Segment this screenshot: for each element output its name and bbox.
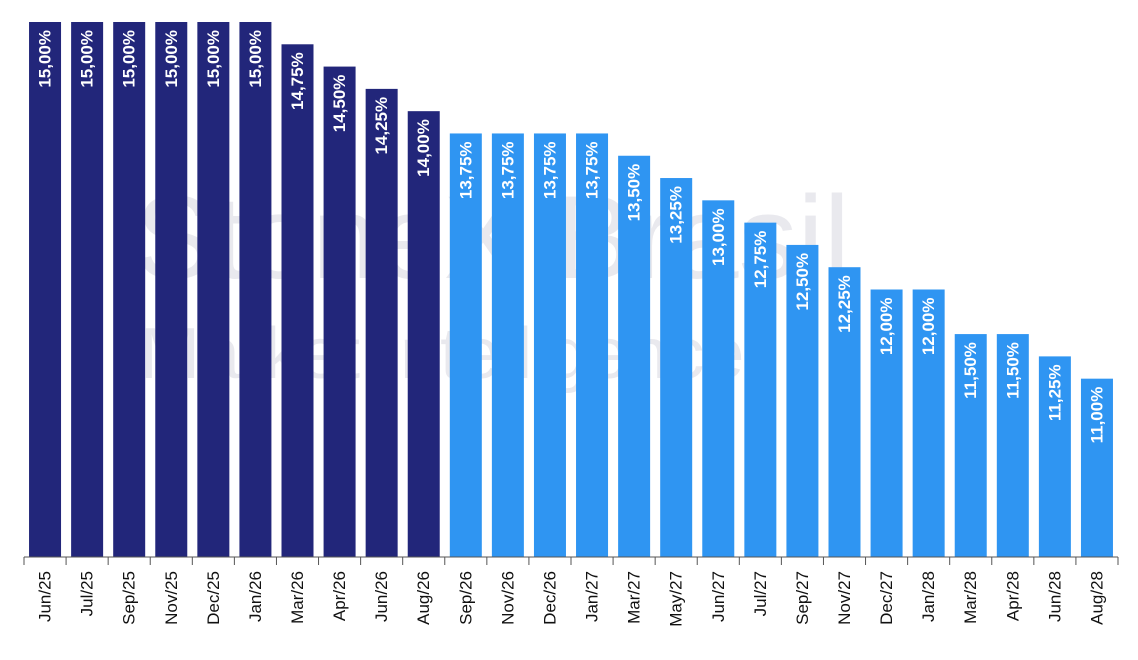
bar-mar-26 <box>281 44 314 558</box>
x-tick-label: Nov/25 <box>162 571 181 625</box>
bar-value-label: 12,00% <box>877 298 896 356</box>
bar-mar-28 <box>954 334 987 557</box>
x-tick-label: Jan/28 <box>919 571 938 622</box>
x-tick-label: Aug/26 <box>414 571 433 625</box>
bar-value-label: 15,00% <box>246 30 265 88</box>
bar-jan-28 <box>912 289 945 557</box>
x-tick-label: Nov/27 <box>835 571 854 625</box>
x-tick-label: Apr/26 <box>330 571 349 621</box>
x-tick-label: Sep/27 <box>793 571 812 625</box>
x-tick-label: Dec/25 <box>204 571 223 625</box>
x-ticks-group: Jun/25 Jul/25 Sep/25 Nov/25 Dec/25 Jan/26 Mar/… <box>23 557 1119 627</box>
x-tick-label: Nov/26 <box>498 571 517 625</box>
x-tick-label: Apr/28 <box>1003 571 1022 621</box>
bar-value-label: 14,25% <box>372 97 391 155</box>
bar-apr-26 <box>323 66 356 557</box>
x-tick-label: Sep/26 <box>456 571 475 625</box>
bar-sep-27 <box>786 244 819 558</box>
bar-jun-26 <box>365 88 398 558</box>
bar-nov-25 <box>155 22 188 557</box>
x-tick-label: May/27 <box>667 571 686 627</box>
bar-value-label: 12,75% <box>751 231 770 289</box>
bar-aug-28 <box>1080 378 1113 557</box>
x-tick-label: Aug/28 <box>1087 571 1106 625</box>
bar-jun-25 <box>29 22 62 557</box>
bar-value-label: 14,50% <box>330 75 349 133</box>
bar-nov-26 <box>491 133 524 557</box>
x-tick-label: Jan/26 <box>246 571 265 622</box>
x-tick-label: Jun/28 <box>1045 571 1064 622</box>
bar-jun-28 <box>1038 356 1071 558</box>
x-tick-label: Jul/25 <box>78 571 97 616</box>
bar-jul-25 <box>71 22 104 557</box>
bar-value-label: 12,50% <box>793 253 812 311</box>
x-tick-label: Jun/27 <box>709 571 728 622</box>
bar-value-label: 12,00% <box>919 298 938 356</box>
bar-value-label: 13,25% <box>667 186 686 244</box>
bar-value-label: 13,75% <box>498 141 517 199</box>
bar-jun-27 <box>702 200 735 557</box>
x-tick-label: Jul/27 <box>751 571 770 616</box>
bar-value-label: 14,00% <box>414 119 433 177</box>
x-tick-label: Mar/26 <box>288 571 307 624</box>
bar-value-label: 13,75% <box>540 141 559 199</box>
bar-jan-26 <box>239 22 272 557</box>
bar-value-label: 15,00% <box>78 30 97 88</box>
bar-value-label: 15,00% <box>120 30 139 88</box>
bar-value-label: 13,00% <box>709 208 728 266</box>
bar-may-27 <box>660 178 693 558</box>
bar-jan-27 <box>576 133 609 557</box>
x-tick-label: Mar/27 <box>625 571 644 624</box>
bar-sep-26 <box>449 133 482 557</box>
bar-value-label: 12,25% <box>835 275 854 333</box>
bar-nov-27 <box>828 267 861 557</box>
x-tick-label: Mar/28 <box>961 571 980 624</box>
bar-dec-25 <box>197 22 230 557</box>
bar-value-label: 13,50% <box>625 164 644 222</box>
x-tick-label: Jun/25 <box>36 571 55 622</box>
watermark-subtitle: Market Intelligence <box>140 314 744 394</box>
bar-sep-25 <box>113 22 146 557</box>
bar-aug-26 <box>407 111 440 558</box>
bar-value-label: 13,75% <box>583 141 602 199</box>
x-tick-label: Dec/27 <box>877 571 896 625</box>
x-tick-label: Jan/27 <box>583 571 602 622</box>
bar-jul-27 <box>744 222 777 558</box>
bar-value-label: 14,75% <box>288 52 307 110</box>
bar-value-label: 13,75% <box>456 141 475 199</box>
x-tick-label: Jun/26 <box>372 571 391 622</box>
bar-dec-26 <box>533 133 566 557</box>
x-tick-label: Dec/26 <box>540 571 559 625</box>
bar-value-label: 11,50% <box>961 342 980 399</box>
bar-apr-28 <box>996 334 1029 557</box>
bar-dec-27 <box>870 289 903 557</box>
bar-value-label: 11,25% <box>1045 364 1064 421</box>
bars-group: 15,00% 15,00% 15,00% 15,00% 15,00% 15,00% 14,7… <box>29 22 1113 558</box>
x-tick-label: Sep/25 <box>120 571 139 625</box>
bar-value-label: 15,00% <box>36 30 55 88</box>
bar-value-label: 11,00% <box>1087 387 1106 444</box>
bar-value-label: 11,50% <box>1003 342 1022 399</box>
bar-value-label: 15,00% <box>162 30 181 88</box>
bar-mar-27 <box>618 155 651 557</box>
bar-value-label: 15,00% <box>204 30 223 88</box>
